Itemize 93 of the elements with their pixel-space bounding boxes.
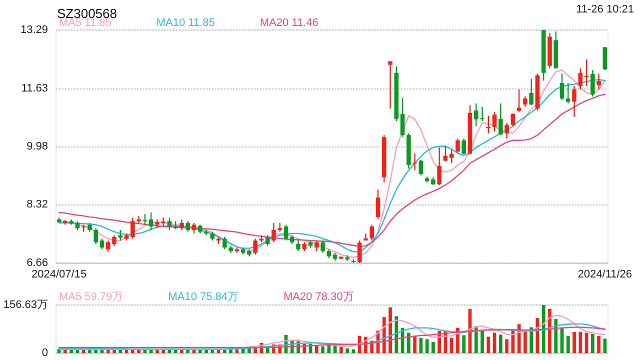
candlestick [596,72,601,90]
candlestick [148,212,154,231]
candlestick [498,102,503,136]
y-tick-label: 13.29 [20,24,48,36]
y-tick-label: 8.32 [26,198,48,211]
bar [517,324,521,353]
bar [511,330,515,353]
bar [438,330,442,353]
bar [388,307,392,353]
candlestick [523,96,528,108]
bar [498,334,502,353]
candlestick [136,215,141,224]
candlestick [590,69,595,98]
candlestick [376,188,380,220]
candlestick [186,220,190,232]
bar [566,336,570,353]
bar [235,349,239,353]
bar [603,338,607,353]
text: MA10 11.85 [156,17,215,29]
candlestick [284,224,288,242]
candlestick [529,78,534,106]
bar [505,339,508,353]
bar [590,334,594,353]
candlestick [449,148,454,164]
y-tick-label: 11.63 [21,82,48,94]
bar [530,327,534,353]
candlestick [388,60,392,110]
candlestick [560,72,564,101]
candlestick [142,214,148,226]
bar [450,338,454,353]
candlestick [253,238,258,256]
bar [314,345,318,353]
bar [486,336,490,353]
candlestick [192,222,196,234]
candlestick [578,68,583,90]
x-tick-label: 2024/07/15 [32,268,87,280]
bar [321,346,324,353]
candlestick [456,138,460,154]
candlestick [412,152,417,171]
candlestick [462,138,466,156]
candlestick [296,240,300,252]
candlestick [94,228,98,245]
candlestick [314,240,319,252]
bar [597,336,600,353]
bar [542,305,546,353]
bar [425,339,429,353]
bar [578,332,582,353]
candlestick [566,82,570,104]
bar [524,330,527,353]
bar [474,326,478,353]
bar [346,348,350,353]
bar [480,330,484,353]
candlestick [265,234,270,246]
bar [548,308,552,353]
bar [340,346,343,353]
y-tick-label: 156.63万 [3,299,48,311]
bar [413,336,416,353]
bar [432,342,435,353]
y-tick-label: 6.66 [26,257,48,269]
text: MA5 11.85 [59,17,112,29]
candlestick [357,240,362,264]
y-tick-label: 9.98 [26,140,48,152]
text: MA10 75.84万 [168,291,239,303]
bar [462,335,466,353]
candlestick [272,222,276,243]
bar [554,318,558,353]
candlestick [516,88,522,113]
candlestick [167,217,172,231]
text: 11-26 10:21 [576,4,634,16]
candlestick [510,112,516,127]
candlestick [222,236,227,250]
bar [406,332,410,353]
candlestick [118,229,123,242]
candlestick [370,224,374,242]
candlestick [504,122,509,140]
candlestick [437,146,442,186]
candlestick [418,159,424,176]
candlestick [400,98,405,138]
candlestick [130,217,135,240]
candlestick [180,218,184,231]
y-tick-label: 0 [42,347,48,359]
candlestick [100,238,104,250]
bar [419,338,423,353]
candlestick [602,46,608,71]
candlestick [572,85,576,118]
line-series [58,314,606,350]
text: MA20 11.46 [260,17,318,29]
candlestick [492,112,497,132]
x-tick-label: 2024/11/26 [578,268,632,280]
text: MA20 78.30万 [284,291,354,303]
bar [572,332,576,353]
candlestick [320,240,325,254]
text: MA5 59.79万 [59,291,124,303]
